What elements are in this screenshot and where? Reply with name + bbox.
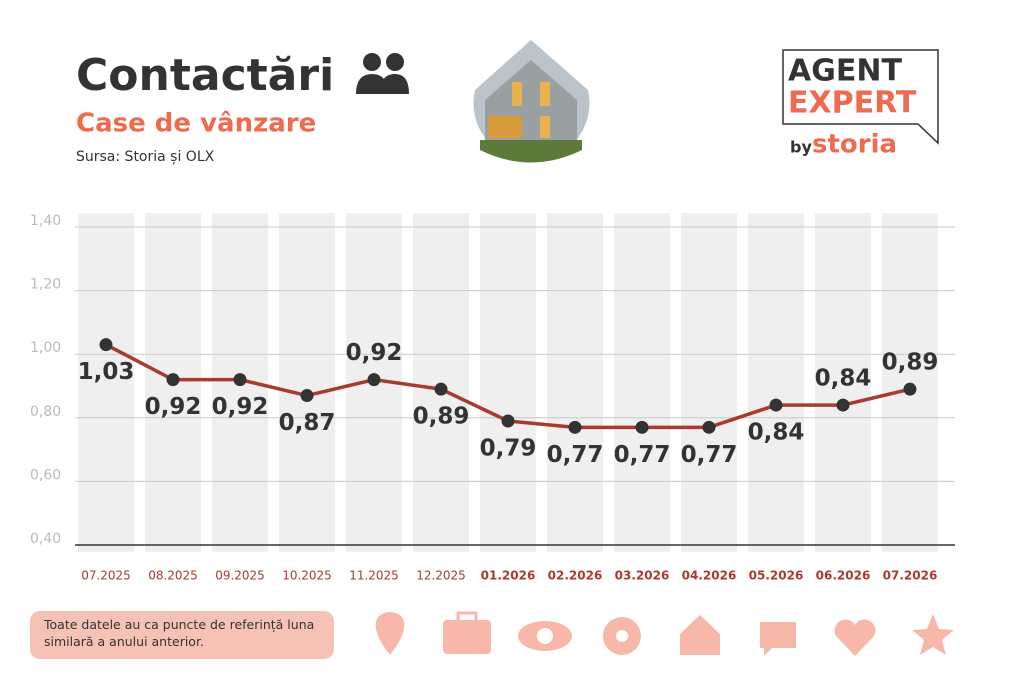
point (300, 389, 314, 403)
logo: AGENT EXPERT by storia (782, 49, 939, 160)
value-label: 0,79 (480, 435, 537, 461)
footnote-wrap: Toate datele au ca puncte de referință l… (44, 617, 315, 649)
x-tick-label: 09.2025 (215, 569, 265, 583)
subtitle: Case de vânzare (76, 109, 316, 139)
x-tick-label: 08.2025 (148, 569, 198, 583)
point (702, 420, 716, 434)
column-band (78, 213, 134, 552)
y-tick-label: 1,40 (30, 213, 61, 229)
value-label: 0,77 (547, 442, 604, 468)
x-tick-label: 01.2026 (481, 569, 536, 583)
point (434, 382, 448, 396)
x-tick-label: 03.2026 (615, 569, 670, 583)
value-label: 0,89 (882, 350, 939, 376)
point (769, 398, 783, 412)
y-tick-label: 1,00 (30, 340, 61, 356)
x-tick-label: 07.2025 (81, 569, 131, 583)
column-band (748, 213, 804, 552)
x-tick-label: 11.2025 (349, 569, 399, 583)
y-tick-label: 1,20 (30, 277, 61, 293)
footnote: Toate datele au ca puncte de referință l… (44, 617, 315, 649)
source: Sursa: Storia și OLX (76, 149, 215, 165)
value-label: 0,87 (279, 410, 336, 436)
people-icon (356, 53, 409, 94)
column-band (547, 213, 603, 552)
chart: 0,40 0,60 0,80 1,00 1,20 1,40 07.2025 08.2025 09… (30, 213, 955, 583)
x-tick-label: 02.2026 (548, 569, 603, 583)
value-label: 0,89 (413, 404, 470, 430)
column-band (815, 213, 871, 552)
point (367, 373, 381, 387)
y-tick-label: 0,60 (30, 467, 61, 483)
value-label: 1,03 (78, 359, 135, 385)
value-label: 0,92 (145, 394, 202, 420)
point (99, 338, 113, 352)
point (903, 382, 917, 396)
column-band (614, 213, 670, 552)
logo-text: AGENT (788, 54, 902, 89)
y-tick-label: 0,40 (30, 531, 61, 547)
value-label: 0,92 (346, 340, 403, 366)
value-label: 0,92 (212, 394, 269, 420)
value-label: 0,84 (815, 366, 872, 392)
column-band (681, 213, 737, 552)
value-label: 0,84 (748, 420, 805, 446)
footnote-box (30, 611, 334, 659)
point (836, 398, 850, 412)
point (501, 414, 515, 428)
house-image (473, 40, 590, 163)
title: Contactări (76, 50, 334, 101)
value-label: 0,77 (681, 442, 738, 468)
x-tick-label: 05.2026 (749, 569, 804, 583)
value-label: 0,77 (614, 442, 671, 468)
logo-text: by (790, 138, 812, 157)
x-tick-label: 10.2025 (282, 569, 332, 583)
logo-text: storia (812, 130, 897, 160)
column-band (413, 213, 469, 552)
icons (375, 611, 954, 656)
logo-text: EXPERT (788, 86, 917, 121)
x-tick-label: 12.2025 (416, 569, 466, 583)
point (233, 373, 247, 387)
point (635, 420, 649, 434)
x-tick-label: 06.2026 (816, 569, 871, 583)
y-tick-label: 0,80 (30, 404, 61, 420)
x-tick-label: 07.2026 (883, 569, 938, 583)
column-band (882, 213, 938, 552)
point (568, 420, 582, 434)
column-band (279, 213, 335, 552)
column-band (480, 213, 536, 552)
x-tick-label: 04.2026 (682, 569, 737, 583)
point (166, 373, 180, 387)
